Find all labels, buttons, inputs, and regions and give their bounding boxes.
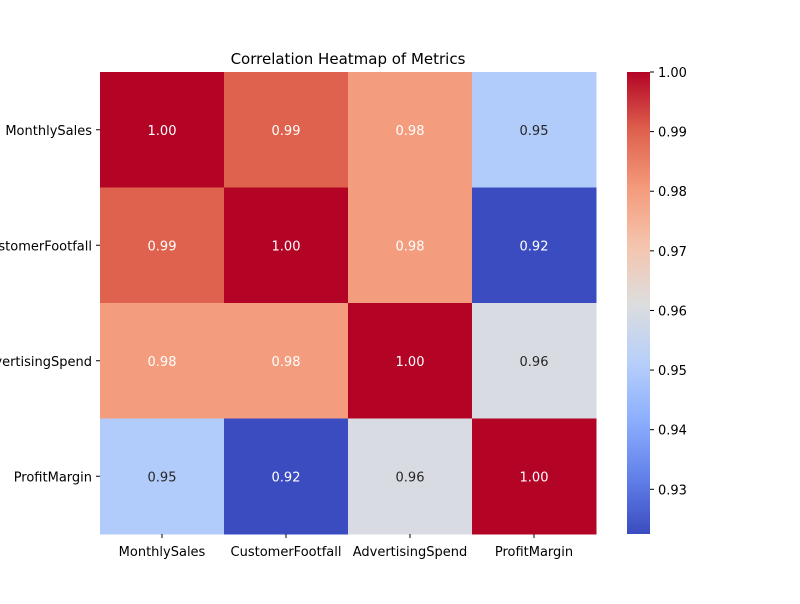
heatmap-cell-2-3 (472, 303, 597, 419)
colorbar-tick-label-4: 0.96 (658, 304, 687, 319)
heatmap-cell-0-1 (224, 72, 349, 188)
cell-value-label-0-2: 0.98 (396, 124, 425, 139)
heatmap-cells (100, 72, 597, 535)
heatmap-cell-3-2 (348, 418, 473, 535)
colorbar-tick-label-2: 0.98 (658, 185, 687, 200)
cell-value-label-2-3: 0.96 (520, 355, 549, 370)
cell-value-label-0-3: 0.95 (520, 124, 549, 139)
cell-value-label-3-2: 0.96 (396, 470, 425, 485)
colorbar-tick-label-6: 0.94 (658, 424, 687, 439)
cell-value-label-3-0: 0.95 (148, 470, 177, 485)
heatmap-cell-2-0 (100, 303, 225, 419)
x-tick-label-2: AdvertisingSpend (353, 545, 468, 560)
y-tick-label-0: MonthlySales (5, 124, 92, 139)
heatmap-cell-3-0 (100, 418, 225, 535)
colorbar-gradient (627, 72, 650, 534)
x-tick-label-3: ProfitMargin (495, 545, 573, 560)
heatmap-cell-3-1 (224, 418, 349, 535)
cell-value-label-1-3: 0.92 (520, 239, 549, 254)
x-axis: MonthlySales CustomerFootfall AdvertisingS… (119, 534, 573, 560)
cell-value-label-2-1: 0.98 (272, 355, 301, 370)
heatmap-cell-1-1 (224, 187, 349, 304)
cell-value-label-1-2: 0.98 (396, 239, 425, 254)
heatmap-cell-3-3 (472, 418, 597, 535)
y-tick-label-2: AdvertisingSpend (0, 355, 92, 370)
colorbar: 1.00 0.99 0.98 0.97 0.96 0.95 0.94 0.93 (627, 66, 687, 534)
cell-value-label-3-3: 1.00 (520, 470, 549, 485)
colorbar-tick-label-5: 0.95 (658, 364, 687, 379)
heatmap-cell-2-1 (224, 303, 349, 419)
x-tick-label-1: CustomerFootfall (231, 545, 342, 560)
cell-value-label-2-0: 0.98 (148, 355, 177, 370)
heatmap-cell-1-0 (100, 187, 225, 304)
cell-value-label-1-1: 1.00 (272, 239, 301, 254)
heatmap-cell-1-2 (348, 187, 473, 304)
cell-value-label-3-1: 0.92 (272, 470, 301, 485)
heatmap-cell-1-3 (472, 187, 597, 304)
heatmap-annotations: 1.00 0.99 0.98 0.95 0.99 1.00 0.98 0.92 0.98 0.98… (148, 124, 549, 486)
colorbar-tick-label-7: 0.93 (658, 483, 687, 498)
x-tick-label-0: MonthlySales (119, 545, 206, 560)
y-axis: MonthlySales CustomerFootfall AdvertisingS… (0, 124, 100, 485)
colorbar-tick-label-1: 0.99 (658, 126, 687, 141)
heatmap-cell-0-3 (472, 72, 597, 188)
chart-title: Correlation Heatmap of Metrics (231, 50, 466, 68)
cell-value-label-1-0: 0.99 (148, 239, 177, 254)
y-tick-label-1: CustomerFootfall (0, 239, 92, 254)
colorbar-tick-label-0: 1.00 (658, 66, 687, 81)
heatmap-cell-2-2 (348, 303, 473, 419)
heatmap-cell-0-2 (348, 72, 473, 188)
colorbar-tick-label-3: 0.97 (658, 245, 687, 260)
cell-value-label-0-0: 1.00 (148, 124, 177, 139)
y-tick-label-3: ProfitMargin (14, 470, 92, 485)
heatmap-cell-0-0 (100, 72, 225, 188)
cell-value-label-2-2: 1.00 (396, 355, 425, 370)
cell-value-label-0-1: 0.99 (272, 124, 301, 139)
